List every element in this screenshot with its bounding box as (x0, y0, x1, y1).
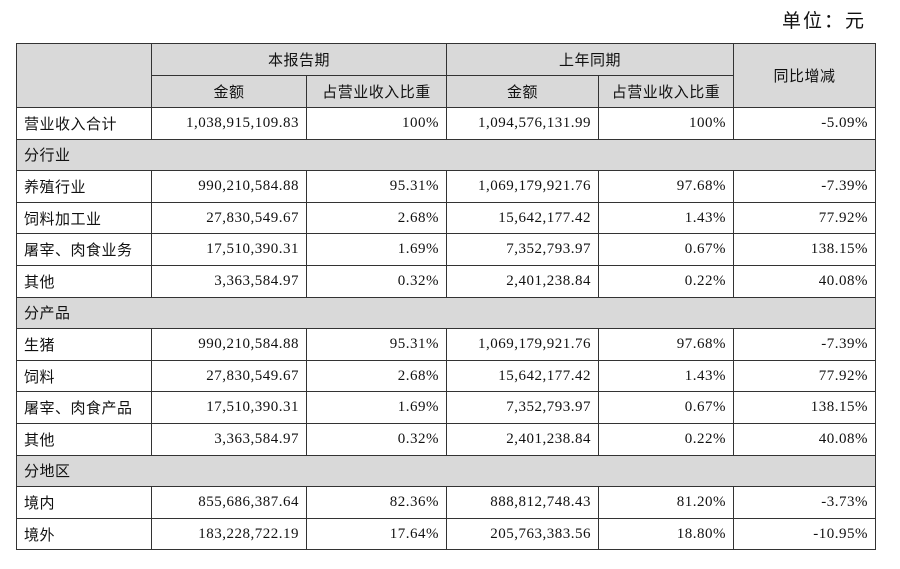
section-cell: 分地区 (15, 454, 877, 488)
header-cell: 上年同期 (446, 43, 735, 76)
cell: 81.20% (598, 486, 735, 519)
data-row: 境外 183,228,722.19 17.64% 205,763,383.56 18.8… (16, 517, 877, 551)
cell: 2,401,238.84 (446, 264, 600, 298)
cell: 0.67% (598, 391, 735, 424)
cell: 1.43% (598, 201, 735, 235)
cell: 138.15% (733, 391, 877, 424)
cell: 82.36% (305, 486, 448, 519)
cell: 15,642,177.42 (446, 359, 600, 393)
section-cell: 分产品 (15, 296, 877, 330)
header-cell: 本报告期 (150, 43, 448, 76)
cell: 1,069,179,921.76 (446, 170, 600, 203)
revenue-table: 本报告期 上年同期 同比增减 金额 占营业收入比重 金额 占营业收入比重 营业收入合计 1,03… (15, 43, 877, 551)
cell: 2,401,238.84 (446, 422, 600, 456)
cell: 0.32% (305, 264, 448, 298)
cell: 97.68% (598, 170, 735, 203)
cell: 0.67% (598, 233, 735, 266)
cell: 17,510,390.31 (151, 391, 307, 424)
cell: -5.09% (733, 107, 877, 140)
section-row: 分地区 (15, 454, 877, 488)
cell: 888,812,748.43 (446, 486, 600, 519)
cell: 27,830,549.67 (151, 201, 307, 235)
row-label: 养殖行业 (16, 170, 152, 203)
cell: 15,642,177.42 (446, 201, 600, 235)
cell: 0.22% (598, 264, 735, 298)
cell: 17.64% (305, 517, 448, 551)
cell: -10.95% (733, 517, 877, 551)
cell: 138.15% (733, 233, 877, 266)
cell: 2.68% (305, 359, 448, 393)
header-row: 金额 占营业收入比重 金额 占营业收入比重 (17, 75, 876, 108)
cell: 990,210,584.88 (151, 328, 307, 361)
header-cell: 占营业收入比重 (305, 75, 448, 108)
cell: 77.92% (733, 201, 877, 235)
data-row: 生猪 990,210,584.88 95.31% 1,069,179,921.76 97… (16, 328, 877, 361)
row-label: 其他 (16, 422, 152, 456)
header-cell: 同比增减 (733, 43, 877, 108)
cell: 100% (598, 107, 735, 140)
row-label: 境内 (16, 486, 152, 519)
data-row: 饲料加工业 27,830,549.67 2.68% 15,642,177.42 1.43… (16, 201, 877, 235)
data-row: 其他 3,363,584.97 0.32% 2,401,238.84 0.22% 40.0… (16, 422, 877, 456)
data-row: 营业收入合计 1,038,915,109.83 100% 1,094,576,131.… (16, 107, 877, 140)
cell: 1.69% (305, 233, 448, 266)
cell: 990,210,584.88 (151, 170, 307, 203)
row-label: 屠宰、肉食产品 (16, 391, 152, 424)
cell: 183,228,722.19 (151, 517, 307, 551)
cell: 95.31% (305, 328, 448, 361)
header-cell: 金额 (446, 75, 600, 108)
row-label: 饲料加工业 (16, 201, 152, 235)
cell: 40.08% (733, 422, 877, 456)
cell: 0.32% (305, 422, 448, 456)
cell: 18.80% (598, 517, 735, 551)
cell: 3,363,584.97 (151, 264, 307, 298)
cell: -7.39% (733, 328, 877, 361)
cell: -3.73% (733, 486, 877, 519)
data-row: 其他 3,363,584.97 0.32% 2,401,238.84 0.22% 40.0… (16, 264, 877, 298)
cell: 27,830,549.67 (151, 359, 307, 393)
section-row: 分行业 (15, 138, 877, 172)
cell: -7.39% (733, 170, 877, 203)
section-row: 分产品 (15, 296, 877, 330)
unit-label: 单位：元 (781, 11, 866, 32)
cell: 855,686,387.64 (151, 486, 307, 519)
row-label: 饲料 (16, 359, 152, 393)
data-row: 境内 855,686,387.64 82.36% 888,812,748.43 81.2… (16, 486, 877, 519)
header-corner (16, 43, 152, 108)
data-row: 屠宰、肉食业务 17,510,390.31 1.69% 7,352,793.97 0.6… (16, 233, 877, 266)
header-cell: 金额 (151, 75, 307, 108)
row-label: 生猪 (16, 328, 152, 361)
cell: 1,038,915,109.83 (151, 107, 307, 140)
row-label: 营业收入合计 (16, 107, 152, 140)
cell: 97.68% (598, 328, 735, 361)
cell: 95.31% (305, 170, 448, 203)
cell: 7,352,793.97 (446, 391, 600, 424)
cell: 17,510,390.31 (151, 233, 307, 266)
cell: 77.92% (733, 359, 877, 393)
row-label: 屠宰、肉食业务 (16, 233, 152, 266)
cell: 7,352,793.97 (446, 233, 600, 266)
cell: 1.43% (598, 359, 735, 393)
row-label: 境外 (16, 517, 152, 551)
cell: 2.68% (305, 201, 448, 235)
header-cell: 占营业收入比重 (598, 75, 735, 108)
cell: 40.08% (733, 264, 877, 298)
cell: 0.22% (598, 422, 735, 456)
cell: 1.69% (305, 391, 448, 424)
row-label: 其他 (16, 264, 152, 298)
data-row: 饲料 27,830,549.67 2.68% 15,642,177.42 1.43% 77… (16, 359, 877, 393)
header-row: 本报告期 上年同期 同比增减 (16, 43, 877, 108)
cell: 100% (305, 107, 448, 140)
cell: 3,363,584.97 (151, 422, 307, 456)
data-row: 养殖行业 990,210,584.88 95.31% 1,069,179,921.76… (16, 170, 877, 203)
cell: 1,069,179,921.76 (446, 328, 600, 361)
section-cell: 分行业 (15, 138, 877, 172)
data-row: 屠宰、肉食产品 17,510,390.31 1.69% 7,352,793.97 0.6… (16, 391, 877, 424)
cell: 1,094,576,131.99 (446, 107, 600, 140)
cell: 205,763,383.56 (446, 517, 600, 551)
